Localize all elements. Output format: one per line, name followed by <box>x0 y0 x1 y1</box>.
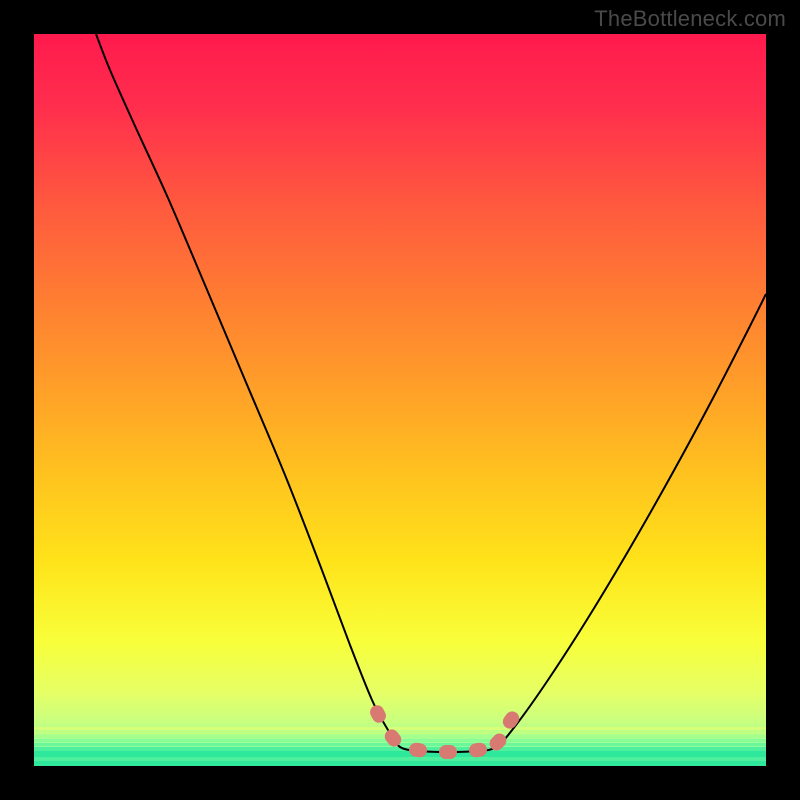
watermark-text: TheBottleneck.com <box>594 6 786 32</box>
bottleneck-chart <box>0 0 800 800</box>
green-band <box>34 727 766 764</box>
